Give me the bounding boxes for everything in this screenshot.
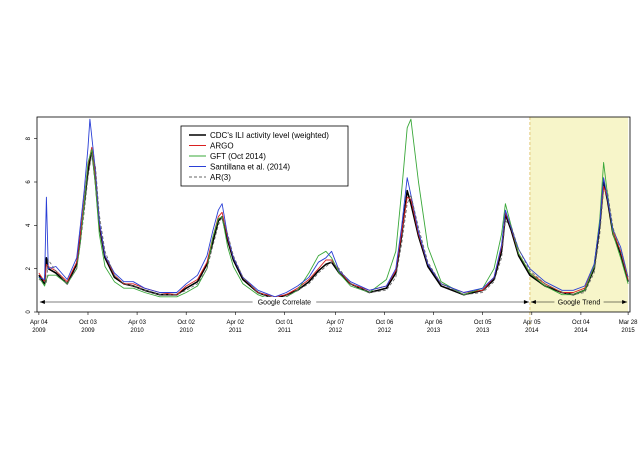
axis-layer: 0 2 4 6 8 Apr 04 2009 Oct 03 2009 Apr 03 2010 Oct 0…: [26, 116, 638, 334]
series-line: [38, 118, 629, 298]
x-tick-year: 2012: [329, 328, 343, 334]
x-tick-label: Apr 02: [226, 320, 244, 326]
x-tick-year: 2013: [427, 328, 441, 334]
x-tick-year: 2013: [476, 328, 490, 334]
x-tick-year: 2011: [278, 328, 292, 334]
legend-label: GFT (Oct 2014): [210, 152, 266, 161]
annotation-layer: Google Correlate Google Trend: [39, 297, 628, 307]
y-tick-label: 0: [26, 310, 32, 314]
x-tick-label: Oct 06: [376, 320, 394, 326]
x-tick-year: 2009: [32, 328, 46, 334]
x-tick-label: Oct 02: [177, 320, 195, 326]
y-tick-label: 4: [26, 223, 32, 227]
series-layer: [38, 118, 629, 302]
legend-box: [180, 125, 349, 187]
x-tick-year: 2014: [525, 328, 539, 334]
period-label: Google Trend: [558, 300, 601, 307]
shaded-period-region: [529, 117, 629, 312]
x-tick-year: 2011: [229, 328, 243, 334]
legend-label: CDC's ILI activity level (weighted): [210, 131, 329, 140]
legend-label: AR(3): [210, 173, 231, 182]
y-tick-label: 8: [26, 136, 32, 140]
x-tick-year: 2010: [180, 328, 194, 334]
period-arrow-head-left: [39, 300, 45, 304]
period-label: Google Correlate: [258, 300, 311, 307]
x-tick-label: Oct 03: [79, 320, 97, 326]
x-tick-label: Apr 06: [425, 320, 443, 326]
period-arrow-head-right: [523, 300, 529, 304]
x-tick-label: Oct 01: [276, 320, 294, 326]
series-line: [38, 153, 629, 300]
x-tick-year: 2009: [81, 328, 95, 334]
series-line: [38, 118, 629, 302]
x-tick-label: Apr 04: [30, 320, 48, 326]
background-layer: [529, 117, 629, 328]
period-arrow-head-right: [622, 300, 628, 304]
legend-label: Santillana et al. (2014): [210, 163, 290, 172]
x-tick-label: Apr 03: [128, 320, 146, 326]
y-tick-label: 6: [26, 180, 32, 184]
x-tick-label: Oct 04: [572, 320, 590, 326]
period-label-bg: [252, 297, 317, 307]
x-tick-label: Apr 07: [327, 320, 345, 326]
x-tick-year: 2012: [378, 328, 392, 334]
period-arrow-head-left: [530, 300, 536, 304]
x-tick-label: Oct 05: [474, 320, 492, 326]
y-tick-label: 2: [26, 266, 32, 270]
x-tick-year: 2010: [130, 328, 144, 334]
x-tick-year: 2015: [621, 328, 635, 334]
x-tick-year: 2014: [574, 328, 588, 334]
x-tick-label: Apr 05: [523, 320, 541, 326]
x-tick-label: Mar 28: [619, 320, 638, 326]
legend: CDC's ILI activity level (weighted) ARGOG…: [180, 125, 349, 187]
plot-frame: [36, 116, 631, 313]
legend-label: ARGO: [210, 142, 234, 151]
period-label-bg: [554, 297, 604, 307]
